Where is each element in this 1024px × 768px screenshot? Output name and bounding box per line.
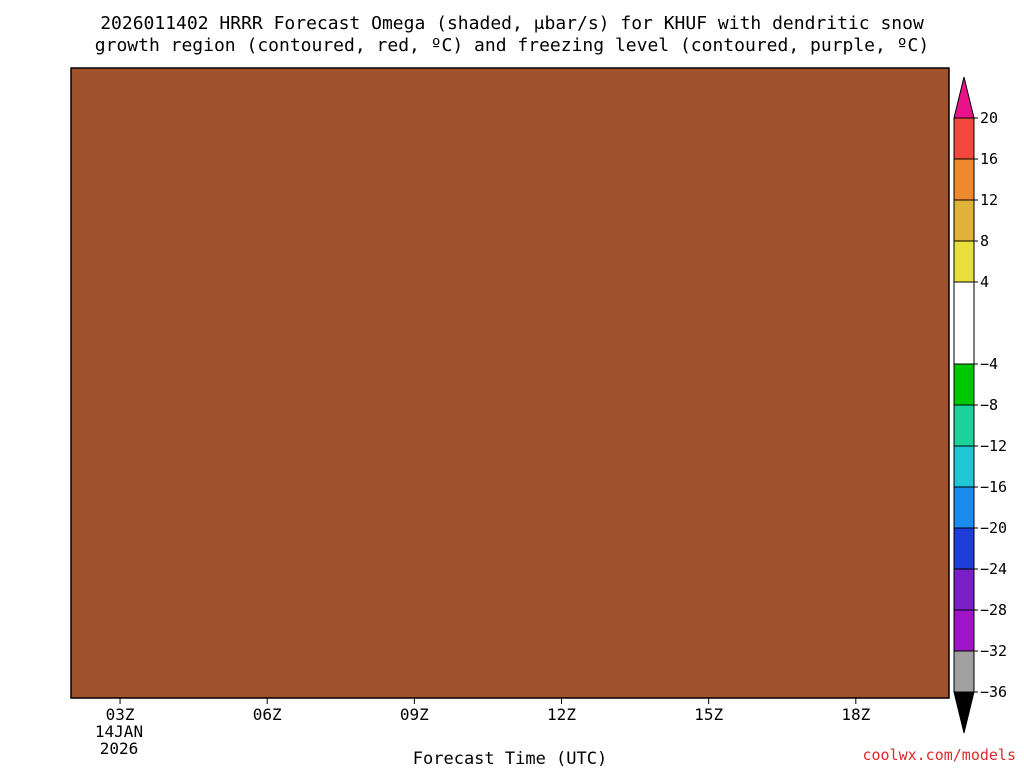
x-tick-label-18Z: 18Z (841, 705, 870, 724)
colorbar-tick-label-0: 20 (980, 109, 998, 127)
colorbar-band-6 (953, 363, 975, 406)
colorbar-tick-label-8: −16 (980, 478, 1007, 496)
colorbar-tick-label-4: 4 (980, 273, 989, 291)
colorbar-tick-label-13: −36 (980, 683, 1007, 701)
colorbar-band-5 (953, 281, 975, 365)
date-label-day: 14JAN (95, 722, 143, 741)
colorbar-band-8 (953, 445, 975, 488)
x-tick-label-12Z: 12Z (547, 705, 576, 724)
colorbar-band-top (953, 76, 975, 119)
colorbar-band-4 (953, 240, 975, 283)
colorbar-band-11 (953, 568, 975, 611)
colorbar-tick-label-10: −24 (980, 560, 1007, 578)
x-tick-label-15Z: 15Z (694, 705, 723, 724)
colorbar-band-1 (953, 117, 975, 160)
colorbar-tick-label-3: 8 (980, 232, 989, 250)
plot-area: -18 0 (71, 68, 949, 698)
colorbar-tick-label-7: −12 (980, 437, 1007, 455)
colorbar-band-2 (953, 158, 975, 201)
colorbar-band-12 (953, 609, 975, 652)
chart-title-line2: growth region (contoured, red, ºC) and f… (95, 35, 929, 56)
chart-title-line1: 2026011402 HRRR Forecast Omega (shaded, … (100, 13, 924, 34)
x-tick-label-06Z: 06Z (253, 705, 282, 724)
time-axis: 03Z 06Z 09Z 12Z 15Z 18Z (106, 698, 871, 724)
colorbar-tick-label-2: 12 (980, 191, 998, 209)
date-label-year: 2026 (100, 739, 139, 758)
ground-below-surface (71, 68, 949, 698)
colorbar-band-3 (953, 199, 975, 242)
colorbar-tick-label-9: −20 (980, 519, 1007, 537)
x-tick-label-03Z: 03Z (106, 705, 135, 724)
plot-frame (70, 67, 950, 699)
colorbar-band-9 (953, 486, 975, 529)
x-tick-label-09Z: 09Z (400, 705, 429, 724)
colorbar-tick-label-12: −32 (980, 642, 1007, 660)
colorbar-band-10 (953, 527, 975, 570)
colorbar-band-bottom (953, 691, 975, 734)
colorbar-band-13 (953, 650, 975, 693)
colorbar-tick-label-6: −8 (980, 396, 998, 414)
colorbar: 20 16 12 8 4 −4 −8 −12 −16 −20 −24 −28 −32 −36 (953, 76, 1007, 734)
x-axis-label: Forecast Time (UTC) (413, 749, 607, 768)
colorbar-tick-label-5: −4 (980, 355, 998, 373)
colorbar-tick-label-11: −28 (980, 601, 1007, 619)
colorbar-tick-label-1: 16 (980, 150, 998, 168)
credit-text: coolwx.com/models (862, 746, 1016, 764)
colorbar-band-7 (953, 404, 975, 447)
